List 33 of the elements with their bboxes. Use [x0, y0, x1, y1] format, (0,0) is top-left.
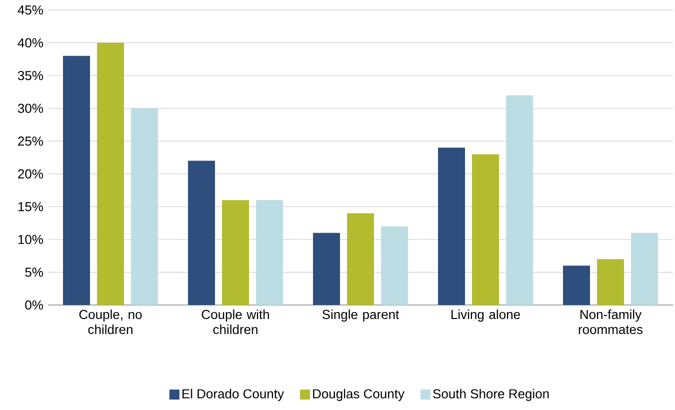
legend-label: South Shore Region [433, 388, 549, 401]
bar [563, 266, 590, 305]
bar [631, 232, 658, 305]
bar [472, 154, 500, 305]
bar [313, 232, 340, 305]
bar [597, 259, 624, 305]
x-tick-label: Couple, no children [79, 310, 142, 334]
bar [222, 200, 249, 305]
bar [438, 148, 465, 305]
x-tick-label: Non-family roommates [578, 310, 643, 334]
x-tick-label: Couple with children [202, 310, 269, 334]
y-tick-label: 30% [18, 104, 44, 113]
legend-label: Douglas County [313, 388, 404, 401]
y-tick-label: 35% [18, 70, 44, 80]
y-tick-label: 5% [25, 268, 44, 277]
bar [381, 226, 408, 305]
y-tick-label: 15% [18, 202, 44, 212]
x-tick-label: Single parent [322, 310, 400, 322]
y-tick-label: 10% [18, 234, 44, 244]
bar [188, 160, 215, 305]
y-tick-label: 20% [18, 169, 44, 178]
y-tick-label: 25% [18, 136, 44, 146]
x-tick-label: Living alone [452, 310, 520, 322]
bar [506, 95, 534, 305]
y-tick-label: 40% [18, 38, 44, 48]
bar [97, 42, 124, 305]
y-tick-label: 45% [18, 5, 44, 15]
bar [131, 108, 158, 305]
bar [256, 200, 283, 305]
y-tick-label: 0% [25, 300, 44, 310]
bar [347, 213, 374, 305]
legend-label: El Dorado County [182, 388, 284, 401]
bar [63, 56, 90, 305]
